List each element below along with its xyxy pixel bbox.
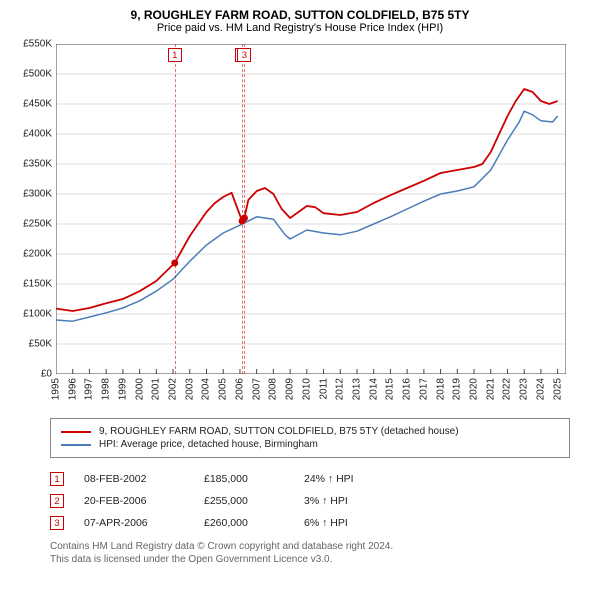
sale-row: 3 07-APR-2006£260,0006% ↑ HPI <box>50 512 570 534</box>
sale-date: 07-APR-2006 <box>84 517 204 529</box>
sale-marker-line <box>175 44 176 374</box>
x-axis-label: 2011 <box>318 378 329 400</box>
sale-hpi-delta: 6% ↑ HPI <box>304 517 404 529</box>
y-axis-label: £50K <box>29 339 52 350</box>
sales-table: 1 08-FEB-2002£185,00024% ↑ HPI 2 20-FEB-200… <box>50 468 570 534</box>
chart-container: 9, ROUGHLEY FARM ROAD, SUTTON COLDFIELD,… <box>0 0 600 590</box>
x-axis-label: 2025 <box>552 378 563 400</box>
sale-row: 1 08-FEB-2002£185,00024% ↑ HPI <box>50 468 570 490</box>
y-axis-label: £400K <box>23 129 52 140</box>
x-axis-label: 2017 <box>418 378 429 400</box>
x-axis-label: 2000 <box>134 378 145 400</box>
x-axis-label: 2018 <box>435 378 446 400</box>
x-axis-label: 2020 <box>469 378 480 400</box>
sale-row-badge: 1 <box>50 472 64 486</box>
sale-price: £255,000 <box>204 495 304 507</box>
legend-item: 9, ROUGHLEY FARM ROAD, SUTTON COLDFIELD,… <box>61 425 559 438</box>
footer-attribution: Contains HM Land Registry data © Crown c… <box>50 540 570 566</box>
x-axis-label: 1995 <box>51 378 62 400</box>
chart-plot-area: £0£50K£100K£150K£200K£250K£300K£350K£400… <box>56 44 566 374</box>
x-axis-label: 2013 <box>351 378 362 400</box>
footer-line: Contains HM Land Registry data © Crown c… <box>50 540 570 553</box>
x-axis-label: 1999 <box>117 378 128 400</box>
y-axis-label: £450K <box>23 99 52 110</box>
x-axis-label: 2022 <box>502 378 513 400</box>
sale-marker-line <box>242 44 243 374</box>
sale-row: 2 20-FEB-2006£255,0003% ↑ HPI <box>50 490 570 512</box>
x-axis-label: 2010 <box>301 378 312 400</box>
x-axis-label: 2019 <box>452 378 463 400</box>
x-axis-label: 2006 <box>234 378 245 400</box>
sale-date: 20-FEB-2006 <box>84 495 204 507</box>
sale-hpi-delta: 3% ↑ HPI <box>304 495 404 507</box>
y-axis-label: £550K <box>23 39 52 50</box>
y-axis-label: £200K <box>23 249 52 260</box>
x-axis-label: 2012 <box>335 378 346 400</box>
x-axis-label: 2002 <box>168 378 179 400</box>
x-axis-label: 2023 <box>519 378 530 400</box>
sale-price: £260,000 <box>204 517 304 529</box>
x-axis-label: 1998 <box>101 378 112 400</box>
x-axis-label: 2008 <box>268 378 279 400</box>
y-axis-label: £300K <box>23 189 52 200</box>
x-axis-label: 2007 <box>251 378 262 400</box>
x-axis-label: 2003 <box>184 378 195 400</box>
legend-swatch-hpi <box>61 444 91 446</box>
x-axis-label: 2021 <box>485 378 496 400</box>
legend-item: HPI: Average price, detached house, Birm… <box>61 438 559 451</box>
x-axis-label: 2009 <box>285 378 296 400</box>
sale-marker-line <box>244 44 245 374</box>
legend: 9, ROUGHLEY FARM ROAD, SUTTON COLDFIELD,… <box>50 418 570 458</box>
y-axis-label: £150K <box>23 279 52 290</box>
sale-date: 08-FEB-2002 <box>84 473 204 485</box>
sale-price: £185,000 <box>204 473 304 485</box>
x-axis-label: 2014 <box>368 378 379 400</box>
legend-label: 9, ROUGHLEY FARM ROAD, SUTTON COLDFIELD,… <box>99 426 459 437</box>
sale-hpi-delta: 24% ↑ HPI <box>304 473 404 485</box>
x-axis-label: 2015 <box>385 378 396 400</box>
y-axis-label: £350K <box>23 159 52 170</box>
footer-line: This data is licensed under the Open Gov… <box>50 553 570 566</box>
x-axis-label: 2004 <box>201 378 212 400</box>
y-axis-label: £100K <box>23 309 52 320</box>
x-axis-label: 2005 <box>218 378 229 400</box>
x-axis-label: 1997 <box>84 378 95 400</box>
x-axis-label: 2016 <box>402 378 413 400</box>
x-axis-label: 2001 <box>151 378 162 400</box>
y-axis-label: £500K <box>23 69 52 80</box>
sale-row-badge: 2 <box>50 494 64 508</box>
sale-marker-badge: 1 <box>168 48 182 62</box>
legend-swatch-subject <box>61 431 91 433</box>
chart-subtitle: Price paid vs. HM Land Registry's House … <box>10 22 590 34</box>
chart-title: 9, ROUGHLEY FARM ROAD, SUTTON COLDFIELD,… <box>10 8 590 22</box>
y-axis-label: £250K <box>23 219 52 230</box>
x-axis-label: 2024 <box>535 378 546 400</box>
x-axis-label: 1996 <box>67 378 78 400</box>
sale-row-badge: 3 <box>50 516 64 530</box>
sale-marker-badge: 3 <box>237 48 251 62</box>
legend-label: HPI: Average price, detached house, Birm… <box>99 439 318 450</box>
